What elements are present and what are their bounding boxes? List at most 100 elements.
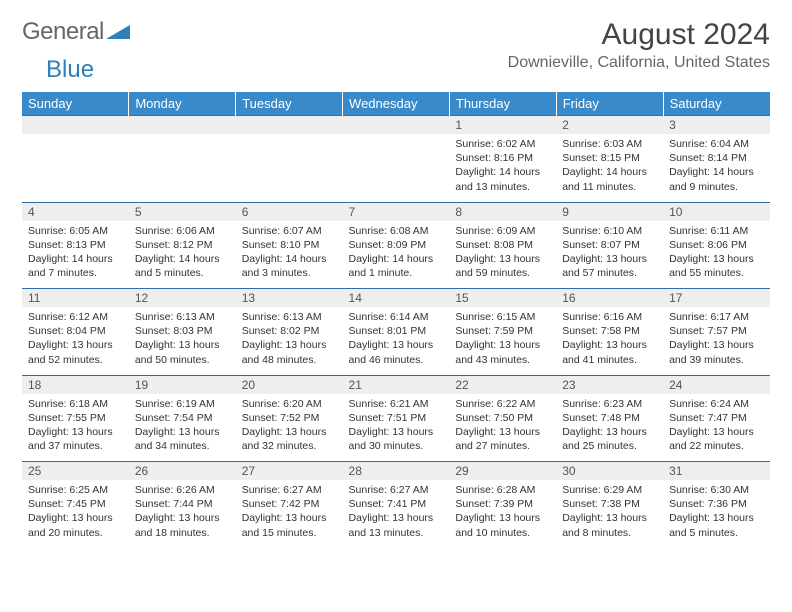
sunset-text: Sunset: 7:36 PM	[669, 497, 764, 511]
sunset-text: Sunset: 7:51 PM	[349, 411, 444, 425]
day-number-row: 25262728293031	[22, 462, 770, 481]
day-number-cell	[22, 116, 129, 135]
sunset-text: Sunset: 7:55 PM	[28, 411, 123, 425]
daylight1-text: Daylight: 13 hours	[562, 511, 657, 525]
sunrise-text: Sunrise: 6:27 AM	[242, 483, 337, 497]
day-number-cell: 26	[129, 462, 236, 481]
daylight1-text: Daylight: 13 hours	[242, 425, 337, 439]
sunrise-text: Sunrise: 6:24 AM	[669, 397, 764, 411]
day-content-row: Sunrise: 6:25 AMSunset: 7:45 PMDaylight:…	[22, 480, 770, 548]
daylight2-text: and 9 minutes.	[669, 180, 764, 194]
sunrise-text: Sunrise: 6:09 AM	[455, 224, 550, 238]
daylight2-text: and 3 minutes.	[242, 266, 337, 280]
day-number-row: 18192021222324	[22, 375, 770, 394]
day-content-cell: Sunrise: 6:08 AMSunset: 8:09 PMDaylight:…	[343, 221, 450, 289]
daylight2-text: and 52 minutes.	[28, 353, 123, 367]
day-content-cell: Sunrise: 6:16 AMSunset: 7:58 PMDaylight:…	[556, 307, 663, 375]
daylight1-text: Daylight: 13 hours	[135, 338, 230, 352]
daylight1-text: Daylight: 14 hours	[455, 165, 550, 179]
day-content-cell: Sunrise: 6:25 AMSunset: 7:45 PMDaylight:…	[22, 480, 129, 548]
daylight2-text: and 57 minutes.	[562, 266, 657, 280]
daylight2-text: and 11 minutes.	[562, 180, 657, 194]
day-content-cell: Sunrise: 6:20 AMSunset: 7:52 PMDaylight:…	[236, 394, 343, 462]
day-content-cell: Sunrise: 6:24 AMSunset: 7:47 PMDaylight:…	[663, 394, 770, 462]
sunrise-text: Sunrise: 6:19 AM	[135, 397, 230, 411]
daylight2-text: and 39 minutes.	[669, 353, 764, 367]
day-number-row: 11121314151617	[22, 289, 770, 308]
daylight2-text: and 5 minutes.	[669, 526, 764, 540]
day-number-cell: 27	[236, 462, 343, 481]
day-number-cell: 18	[22, 375, 129, 394]
sunset-text: Sunset: 8:13 PM	[28, 238, 123, 252]
sunrise-text: Sunrise: 6:06 AM	[135, 224, 230, 238]
day-number-cell: 3	[663, 116, 770, 135]
daylight1-text: Daylight: 13 hours	[349, 425, 444, 439]
day-content-cell: Sunrise: 6:05 AMSunset: 8:13 PMDaylight:…	[22, 221, 129, 289]
calendar-header-row: Sunday Monday Tuesday Wednesday Thursday…	[22, 92, 770, 116]
sunrise-text: Sunrise: 6:22 AM	[455, 397, 550, 411]
daylight1-text: Daylight: 13 hours	[669, 338, 764, 352]
sunset-text: Sunset: 8:14 PM	[669, 151, 764, 165]
daylight2-text: and 20 minutes.	[28, 526, 123, 540]
weekday-header: Sunday	[22, 92, 129, 116]
daylight2-text: and 59 minutes.	[455, 266, 550, 280]
sunrise-text: Sunrise: 6:07 AM	[242, 224, 337, 238]
daylight1-text: Daylight: 14 hours	[28, 252, 123, 266]
sunrise-text: Sunrise: 6:30 AM	[669, 483, 764, 497]
daylight2-text: and 34 minutes.	[135, 439, 230, 453]
daylight1-text: Daylight: 13 hours	[28, 511, 123, 525]
sunrise-text: Sunrise: 6:21 AM	[349, 397, 444, 411]
day-number-cell: 8	[449, 202, 556, 221]
day-content-cell: Sunrise: 6:27 AMSunset: 7:41 PMDaylight:…	[343, 480, 450, 548]
sunset-text: Sunset: 7:39 PM	[455, 497, 550, 511]
day-number-cell: 25	[22, 462, 129, 481]
sunrise-text: Sunrise: 6:11 AM	[669, 224, 764, 238]
sunset-text: Sunset: 7:47 PM	[669, 411, 764, 425]
day-number-cell: 24	[663, 375, 770, 394]
sunset-text: Sunset: 8:04 PM	[28, 324, 123, 338]
sunrise-text: Sunrise: 6:25 AM	[28, 483, 123, 497]
day-number-cell: 2	[556, 116, 663, 135]
day-content-cell: Sunrise: 6:13 AMSunset: 8:03 PMDaylight:…	[129, 307, 236, 375]
day-number-cell: 11	[22, 289, 129, 308]
day-number-cell: 17	[663, 289, 770, 308]
weekday-header: Monday	[129, 92, 236, 116]
day-number-cell: 6	[236, 202, 343, 221]
calendar-page: General August 2024 Downieville, Califor…	[0, 0, 792, 558]
daylight2-text: and 50 minutes.	[135, 353, 230, 367]
logo-text-1: General	[22, 18, 104, 46]
daylight1-text: Daylight: 13 hours	[562, 338, 657, 352]
weekday-header: Wednesday	[343, 92, 450, 116]
sunset-text: Sunset: 7:41 PM	[349, 497, 444, 511]
day-content-cell: Sunrise: 6:06 AMSunset: 8:12 PMDaylight:…	[129, 221, 236, 289]
daylight1-text: Daylight: 13 hours	[669, 252, 764, 266]
day-content-cell: Sunrise: 6:30 AMSunset: 7:36 PMDaylight:…	[663, 480, 770, 548]
day-content-cell: Sunrise: 6:26 AMSunset: 7:44 PMDaylight:…	[129, 480, 236, 548]
day-number-cell: 29	[449, 462, 556, 481]
daylight2-text: and 18 minutes.	[135, 526, 230, 540]
day-content-cell	[343, 134, 450, 202]
daylight1-text: Daylight: 14 hours	[562, 165, 657, 179]
weekday-header: Saturday	[663, 92, 770, 116]
daylight1-text: Daylight: 13 hours	[349, 338, 444, 352]
daylight2-text: and 10 minutes.	[455, 526, 550, 540]
day-number-cell	[129, 116, 236, 135]
day-number-cell: 23	[556, 375, 663, 394]
title-block: August 2024 Downieville, California, Uni…	[508, 18, 770, 72]
day-content-cell: Sunrise: 6:18 AMSunset: 7:55 PMDaylight:…	[22, 394, 129, 462]
sunset-text: Sunset: 7:42 PM	[242, 497, 337, 511]
sunrise-text: Sunrise: 6:14 AM	[349, 310, 444, 324]
sunrise-text: Sunrise: 6:29 AM	[562, 483, 657, 497]
daylight1-text: Daylight: 13 hours	[455, 338, 550, 352]
weekday-header: Thursday	[449, 92, 556, 116]
day-number-cell: 10	[663, 202, 770, 221]
day-content-row: Sunrise: 6:12 AMSunset: 8:04 PMDaylight:…	[22, 307, 770, 375]
daylight1-text: Daylight: 13 hours	[135, 511, 230, 525]
day-content-cell: Sunrise: 6:11 AMSunset: 8:06 PMDaylight:…	[663, 221, 770, 289]
location-subtitle: Downieville, California, United States	[508, 54, 770, 72]
day-content-cell: Sunrise: 6:15 AMSunset: 7:59 PMDaylight:…	[449, 307, 556, 375]
sunset-text: Sunset: 7:38 PM	[562, 497, 657, 511]
sunset-text: Sunset: 8:10 PM	[242, 238, 337, 252]
sunset-text: Sunset: 8:03 PM	[135, 324, 230, 338]
daylight2-text: and 55 minutes.	[669, 266, 764, 280]
